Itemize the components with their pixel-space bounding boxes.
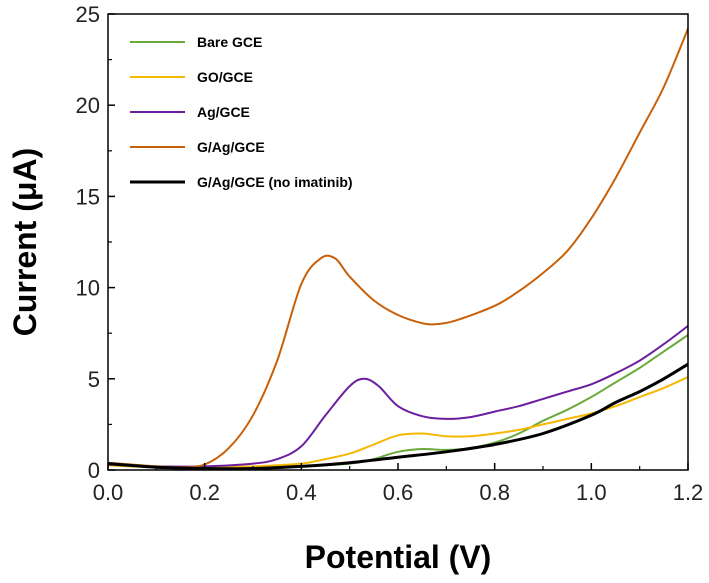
x-tick-label: 0.0 <box>93 480 124 505</box>
y-tick-label: 25 <box>76 2 100 27</box>
y-tick-label: 20 <box>76 93 100 118</box>
x-tick-label: 0.6 <box>383 480 414 505</box>
y-tick-label: 15 <box>76 184 100 209</box>
plot-frame <box>107 13 689 471</box>
legend-label-1: Bare GCE <box>197 34 262 50</box>
series-line-5 <box>108 362 688 470</box>
x-tick-label: 0.4 <box>286 480 317 505</box>
legend-label-3: Ag/GCE <box>197 104 250 120</box>
y-tick-label: 5 <box>88 367 100 392</box>
series-line-4 <box>108 27 688 469</box>
y-axis-title: Current (μA) <box>7 148 43 336</box>
plot-area <box>108 27 688 470</box>
series-line-1 <box>108 334 688 469</box>
series-line-3 <box>108 324 688 468</box>
y-tick-label: 0 <box>88 458 100 483</box>
axes: 0.0 0.2 0.4 0.6 0.8 1.0 1.2 0 5 10 15 20 25 <box>76 2 704 505</box>
legend-label-5: G/Ag/GCE (no imatinib) <box>197 174 353 190</box>
x-axis-title: Potential (V) <box>305 539 492 575</box>
legend-label-4: G/Ag/GCE <box>197 139 265 155</box>
x-tick-label: 0.2 <box>189 480 220 505</box>
x-tick-label: 0.8 <box>479 480 510 505</box>
legend: Bare GCE GO/GCE Ag/GCE G/Ag/GCE G/Ag/GCE (no… <box>130 34 353 190</box>
y-tick-label: 10 <box>76 276 100 301</box>
legend-label-2: GO/GCE <box>197 69 253 85</box>
x-tick-label: 1.0 <box>576 480 607 505</box>
series-line-2 <box>108 376 688 469</box>
x-tick-label: 1.2 <box>673 480 704 505</box>
